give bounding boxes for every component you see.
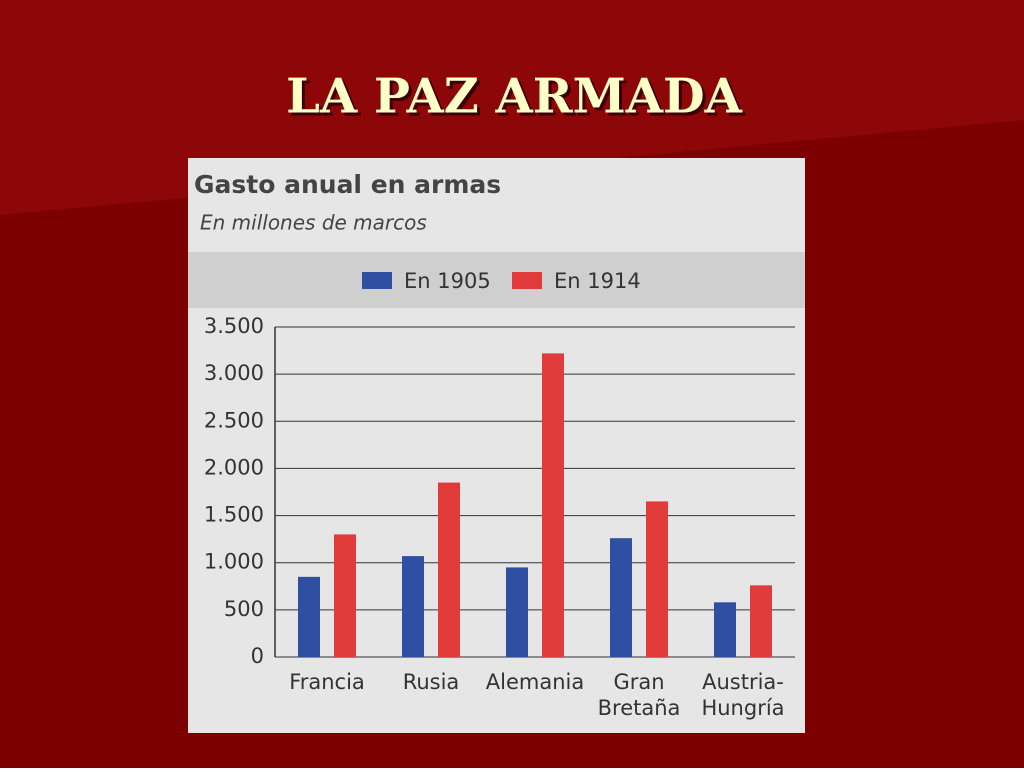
title-shadow: LA PAZ ARMADA (289, 72, 745, 128)
y-tick-label: 500 (224, 597, 264, 621)
y-tick-label: 2.000 (204, 455, 264, 479)
chart-subtitle: En millones de marcos (200, 211, 427, 235)
bar (750, 585, 772, 657)
bar (714, 602, 736, 657)
x-tick-label: Hungría (701, 696, 784, 720)
legend-label: En 1914 (554, 269, 641, 293)
y-tick-label: 3.500 (204, 314, 264, 338)
y-tick-label: 1.500 (204, 503, 264, 527)
x-tick-label: Alemania (486, 670, 584, 694)
bar (402, 556, 424, 657)
legend-swatch (512, 272, 542, 289)
y-tick-label: 0 (251, 644, 264, 668)
bar (334, 534, 356, 657)
y-tick-label: 3.000 (204, 361, 264, 385)
legend-swatch (362, 272, 392, 289)
bar (610, 538, 632, 657)
legend-band (188, 252, 805, 308)
bar (506, 567, 528, 657)
x-tick-label: Austria- (702, 670, 784, 694)
bar (438, 482, 460, 657)
x-tick-label: Gran (613, 670, 664, 694)
y-tick-label: 2.500 (204, 408, 264, 432)
chart-panel (188, 158, 805, 733)
bar (646, 501, 668, 657)
x-tick-label: Rusia (403, 670, 460, 694)
x-tick-label: Francia (289, 670, 365, 694)
slide-title: LA PAZ ARMADA (286, 69, 742, 125)
x-tick-label: Bretaña (598, 696, 681, 720)
chart-title: Gasto anual en armas (194, 170, 501, 199)
legend-label: En 1905 (404, 269, 491, 293)
y-tick-label: 1.000 (204, 550, 264, 574)
bar (542, 353, 564, 657)
bar (298, 576, 320, 657)
